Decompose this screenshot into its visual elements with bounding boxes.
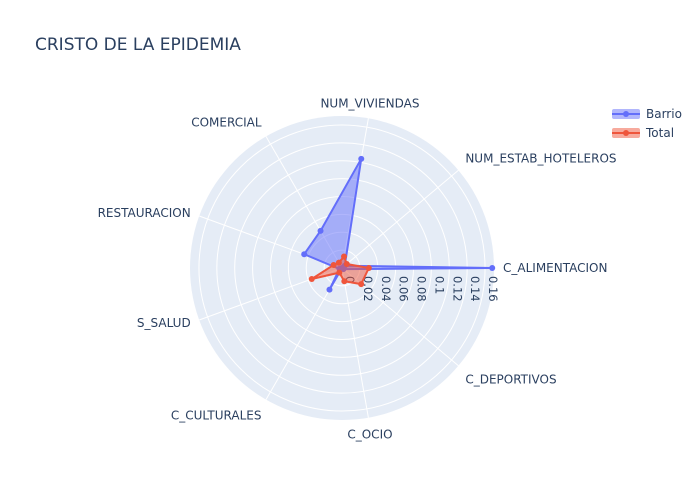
data-point-total[interactable] bbox=[341, 278, 348, 285]
angular-axis-labels: C_ALIMENTACION C_DEPORTIVOS C_OCIO C_CULTUR… bbox=[98, 96, 617, 441]
data-point-total[interactable] bbox=[336, 269, 343, 276]
data-point-barrio[interactable] bbox=[317, 227, 324, 234]
data-point-barrio[interactable] bbox=[301, 251, 308, 258]
category-label: C_DEPORTIVOS bbox=[465, 372, 556, 386]
data-point-total[interactable] bbox=[330, 261, 337, 268]
data-point-total[interactable] bbox=[341, 253, 348, 260]
category-label: C_CULTURALES bbox=[171, 408, 262, 422]
radial-tick-label: 0.14 bbox=[468, 276, 482, 302]
radial-tick-label: 0.06 bbox=[397, 276, 411, 302]
category-label: NUM_VIVIENDAS bbox=[320, 96, 419, 110]
spoke-line bbox=[341, 169, 459, 269]
legend-marker-barrio bbox=[623, 111, 629, 117]
data-point-total[interactable] bbox=[358, 281, 365, 288]
category-label: C_OCIO bbox=[347, 428, 392, 442]
category-label: RESTAURACION bbox=[98, 206, 191, 220]
chart-title: CRISTO DE LA EPIDEMIA bbox=[35, 35, 241, 55]
legend-marker-total bbox=[623, 130, 629, 136]
data-point-total[interactable] bbox=[308, 276, 315, 283]
radial-tick-label: 0.16 bbox=[486, 276, 500, 302]
data-point-barrio[interactable] bbox=[489, 265, 496, 271]
radial-tick-label: 0.12 bbox=[450, 276, 464, 302]
data-point-total[interactable] bbox=[365, 265, 372, 271]
spoke-line bbox=[341, 267, 369, 418]
data-point-total[interactable] bbox=[335, 259, 342, 266]
data-point-barrio[interactable] bbox=[326, 286, 333, 293]
legend-item-barrio[interactable]: Barrio bbox=[612, 107, 682, 121]
series-total bbox=[308, 253, 372, 288]
radial-tick-label: 0.04 bbox=[379, 276, 393, 302]
legend-label-barrio: Barrio bbox=[646, 107, 682, 121]
category-label: C_ALIMENTACION bbox=[503, 261, 607, 275]
legend-item-total[interactable]: Total bbox=[612, 126, 674, 140]
radial-tick-label: 0.02 bbox=[361, 276, 375, 302]
radial-tick-label: 0.08 bbox=[415, 276, 429, 302]
data-point-barrio[interactable] bbox=[358, 155, 365, 162]
category-label: S_SALUD bbox=[137, 316, 191, 330]
category-label: NUM_ESTAB_HOTELEROS bbox=[465, 152, 616, 166]
legend[interactable]: Barrio Total bbox=[612, 107, 682, 140]
data-point-total[interactable] bbox=[343, 260, 350, 267]
radial-ticks: 00.020.040.060.080.10.120.140.16 bbox=[343, 276, 500, 302]
series-layer bbox=[301, 155, 496, 293]
category-label: COMERCIAL bbox=[191, 116, 262, 130]
radial-tick-label: 0.1 bbox=[432, 276, 446, 294]
legend-label-total: Total bbox=[645, 126, 674, 140]
